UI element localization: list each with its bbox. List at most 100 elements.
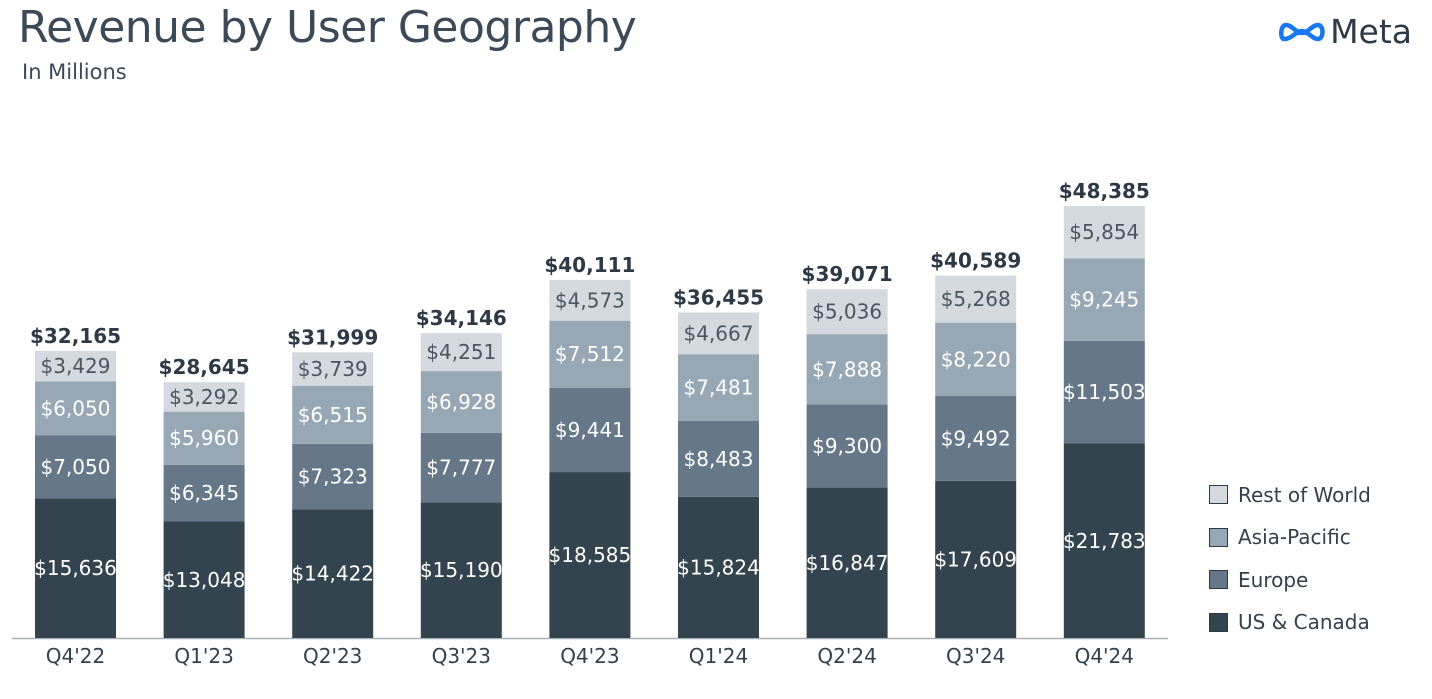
x-tick-label: Q1'24 xyxy=(689,644,748,668)
bar-segment xyxy=(35,498,116,638)
bar-segment xyxy=(35,350,116,382)
meta-logo-text: Meta xyxy=(1330,12,1412,51)
bar-segment xyxy=(163,382,245,412)
data-label: $9,300 xyxy=(812,434,882,458)
data-label: $7,323 xyxy=(298,465,368,489)
data-label: $5,854 xyxy=(1069,220,1139,244)
legend-item-europe: Europe xyxy=(1209,567,1371,592)
bar-segment xyxy=(806,404,888,488)
bar-segment xyxy=(806,487,888,638)
legend-label: US & Canada xyxy=(1238,610,1370,634)
bar-segment xyxy=(806,334,888,405)
x-tick-label: Q3'23 xyxy=(432,644,491,668)
x-tick-label: Q4'24 xyxy=(1075,644,1134,668)
data-label: $7,481 xyxy=(684,376,754,400)
data-label: $13,048 xyxy=(163,568,246,592)
meta-logo: Meta xyxy=(1278,12,1412,51)
x-tick-label: Q4'22 xyxy=(46,644,105,668)
bar-segment xyxy=(935,275,1017,323)
data-label: $18,585 xyxy=(549,543,632,567)
data-label: $5,268 xyxy=(941,287,1011,311)
data-label: $6,515 xyxy=(298,403,368,427)
data-label: $21,783 xyxy=(1063,529,1146,553)
total-label: $48,385 xyxy=(1059,179,1150,203)
bar-segment xyxy=(420,432,502,503)
data-label: $3,739 xyxy=(298,357,368,381)
legend-swatch xyxy=(1209,527,1228,547)
data-label: $8,483 xyxy=(684,447,754,471)
data-label: $4,573 xyxy=(555,288,625,312)
data-label: $17,609 xyxy=(934,547,1017,571)
legend-label: Asia-Pacific xyxy=(1238,525,1351,549)
bar-segment xyxy=(806,289,888,335)
legend-label: Europe xyxy=(1238,567,1309,592)
total-label: $32,165 xyxy=(30,324,121,348)
page-title: Revenue by User Geography xyxy=(18,2,637,53)
bar-segment xyxy=(549,472,631,638)
bar-segment xyxy=(549,279,631,321)
total-label: $40,111 xyxy=(544,253,635,277)
bar-segment xyxy=(163,464,245,522)
bar-segment xyxy=(549,320,631,388)
bar-segment xyxy=(1063,340,1145,444)
bar-segment xyxy=(1063,258,1145,341)
data-label: $11,503 xyxy=(1063,380,1146,404)
total-label: $28,645 xyxy=(159,355,250,379)
bar-segment xyxy=(1063,443,1145,638)
data-label: $6,928 xyxy=(426,390,496,414)
bar-segment xyxy=(292,385,374,444)
x-tick-label: Q2'24 xyxy=(817,644,876,668)
data-label: $5,036 xyxy=(812,300,882,324)
data-label: $4,251 xyxy=(426,340,496,364)
bar-segment xyxy=(935,396,1017,481)
total-label: $40,589 xyxy=(930,249,1021,273)
legend-swatch xyxy=(1209,570,1228,589)
legend-item-rest-of-world: Rest of World xyxy=(1209,482,1371,507)
total-label: $31,999 xyxy=(287,325,378,349)
data-label: $16,847 xyxy=(806,551,889,575)
bar-segment xyxy=(935,322,1017,397)
bar-segment xyxy=(292,443,374,510)
legend-item-us-canada: US & Canada xyxy=(1209,610,1371,634)
data-label: $15,824 xyxy=(677,555,760,579)
chart-legend: Rest of World Asia-Pacific Europe US & C… xyxy=(1209,482,1371,654)
legend-swatch xyxy=(1209,612,1228,632)
bar-segment xyxy=(678,354,759,421)
data-label: $7,512 xyxy=(555,342,625,366)
bar-segment xyxy=(935,480,1017,638)
bar-segment xyxy=(678,312,759,355)
bar-segment xyxy=(420,333,502,372)
data-label: $15,190 xyxy=(420,558,503,582)
data-label: $6,345 xyxy=(169,481,239,505)
data-label: $9,492 xyxy=(941,426,1011,450)
bar-segment xyxy=(420,502,502,638)
total-label: $34,146 xyxy=(416,306,507,330)
bar-segment xyxy=(292,352,374,386)
bar-segment xyxy=(35,381,116,436)
bar-segment xyxy=(1063,206,1145,259)
page-subtitle: In Millions xyxy=(22,60,127,84)
x-tick-label: Q2'23 xyxy=(303,644,362,668)
bar-segment xyxy=(292,509,374,638)
bar-segment xyxy=(35,435,116,499)
total-label: $36,455 xyxy=(673,286,764,310)
bar-segment xyxy=(549,387,631,473)
legend-label: Rest of World xyxy=(1238,482,1371,507)
data-label: $3,292 xyxy=(169,385,239,409)
x-tick-label: Q3'24 xyxy=(946,644,1005,668)
data-label: $14,422 xyxy=(291,562,374,586)
bar-segment xyxy=(163,411,245,465)
bar-segment xyxy=(678,420,759,497)
data-label: $9,441 xyxy=(555,418,625,442)
bar-segment xyxy=(163,521,245,638)
bar-segment xyxy=(420,371,502,433)
data-label: $4,667 xyxy=(684,321,754,345)
legend-item-asia-pacific: Asia-Pacific xyxy=(1209,525,1371,549)
bar-segment xyxy=(678,496,759,638)
data-label: $3,429 xyxy=(41,354,111,378)
total-label: $39,071 xyxy=(802,262,893,286)
data-label: $7,050 xyxy=(41,455,111,479)
data-label: $6,050 xyxy=(41,396,111,420)
data-label: $8,220 xyxy=(941,347,1011,371)
